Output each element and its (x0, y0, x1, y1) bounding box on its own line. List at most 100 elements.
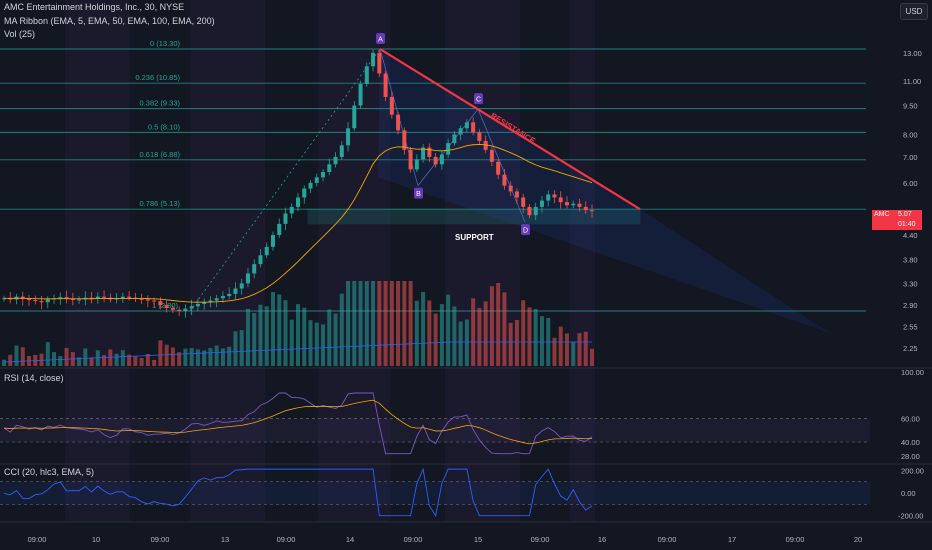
volume-bar (514, 320, 519, 366)
volume-bar (539, 316, 544, 366)
session-bg-2 (318, 0, 390, 522)
session-bg-3 (445, 0, 520, 522)
chart-title[interactable]: AMC Entertainment Holdings, Inc., 30, NY… (4, 2, 185, 12)
candle-body (164, 305, 169, 309)
time-tick: 09:00 (658, 535, 677, 544)
volume-bar (64, 348, 69, 366)
volume-bar (83, 348, 88, 366)
volume-bar (452, 306, 457, 366)
volume-bar (483, 301, 488, 366)
rsi-label[interactable]: RSI (14, close) (4, 373, 64, 383)
volume-label[interactable]: Vol (25) (4, 29, 36, 39)
candle (358, 80, 363, 109)
volume-bar (108, 349, 113, 366)
volume-bar (427, 300, 432, 366)
pattern-point-label: C (476, 97, 481, 104)
candle (458, 125, 463, 141)
candle-body (421, 147, 426, 160)
last-price: 5.07 (898, 211, 912, 218)
rsi-pane (0, 392, 870, 455)
volume-bar (39, 353, 44, 366)
candle-body (364, 66, 369, 85)
volume-bar (321, 324, 326, 366)
candle-body (245, 273, 250, 284)
candle-body (352, 105, 357, 129)
currency-button[interactable]: USD (900, 3, 928, 20)
candle-body (471, 122, 476, 133)
cci-band (0, 481, 870, 505)
volume-bar (571, 341, 576, 366)
candle (14, 293, 19, 305)
pattern-projection (378, 49, 830, 333)
volume-bar (552, 337, 557, 366)
candle-body (321, 171, 326, 178)
candle (102, 290, 107, 303)
bar-countdown: 01:40 (898, 221, 916, 228)
volume-bar (120, 350, 125, 366)
volume-bar (183, 348, 188, 366)
ma-line (3, 144, 593, 303)
candle-body (414, 159, 419, 170)
candle (89, 291, 94, 304)
volume-bar (102, 355, 107, 366)
volume-bar (414, 300, 419, 366)
ma-ribbon-label[interactable]: MA Ribbon (EMA, 5, EMA, 50, EMA, 100, EM… (4, 16, 215, 26)
candle (164, 300, 169, 313)
candle (558, 191, 563, 209)
volume-bar (214, 345, 219, 366)
candle (95, 292, 100, 304)
session-bg-4 (570, 0, 595, 522)
candle (402, 127, 407, 155)
candle (270, 231, 275, 251)
candle-body (514, 191, 519, 198)
volume-bar (52, 352, 57, 366)
volume-bar (195, 349, 200, 366)
candle-body (383, 73, 388, 97)
volume-bar (590, 348, 594, 366)
candle (233, 282, 238, 300)
fib-retracement: 0 (13.30) 0.236 (10.85) 0.382 (9.33) 0.5 (8… (0, 39, 866, 312)
volume-bar (421, 291, 426, 366)
volume-bars (2, 281, 594, 366)
candle (527, 204, 532, 219)
time-tick: 09:00 (786, 535, 805, 544)
candle (571, 200, 576, 209)
candle-body (296, 197, 300, 207)
cci-label[interactable]: CCI (20, hlc3, EMA, 5) (4, 467, 95, 477)
pattern-point-label: D (523, 228, 528, 235)
rsi-tick: 60.00 (901, 415, 920, 424)
price-tick: 6.00 (903, 179, 918, 188)
candle-body (58, 297, 63, 299)
candle-body (446, 143, 451, 155)
pattern-point-box (414, 187, 423, 199)
candle-body (558, 197, 563, 203)
candle (552, 190, 557, 204)
volume-bar (233, 331, 238, 366)
candle (371, 49, 376, 72)
grid-lines (0, 367, 932, 523)
volume-bar (383, 281, 388, 366)
volume-bar (8, 354, 13, 366)
candle (64, 290, 69, 304)
time-tick: 09:00 (151, 535, 170, 544)
candle (183, 304, 188, 318)
candle-body (183, 308, 188, 311)
time-tick: 09:00 (28, 535, 47, 544)
candle (546, 190, 551, 207)
volume-bar (302, 307, 307, 366)
candle-body (377, 52, 382, 74)
fib-label-0: 0 (13.30) (150, 39, 181, 48)
candle-body (464, 122, 469, 129)
pattern-point-box (474, 93, 483, 105)
candle-body (427, 147, 432, 157)
candle (252, 259, 257, 279)
candle-body (396, 114, 401, 131)
candle-body (39, 301, 44, 303)
support-zone (307, 208, 641, 225)
candle-body (33, 299, 38, 302)
fib-trendline (189, 48, 381, 312)
pattern-point-A: A (376, 33, 385, 44)
cci-pane (0, 467, 870, 517)
price-tick: 2.25 (903, 344, 918, 353)
